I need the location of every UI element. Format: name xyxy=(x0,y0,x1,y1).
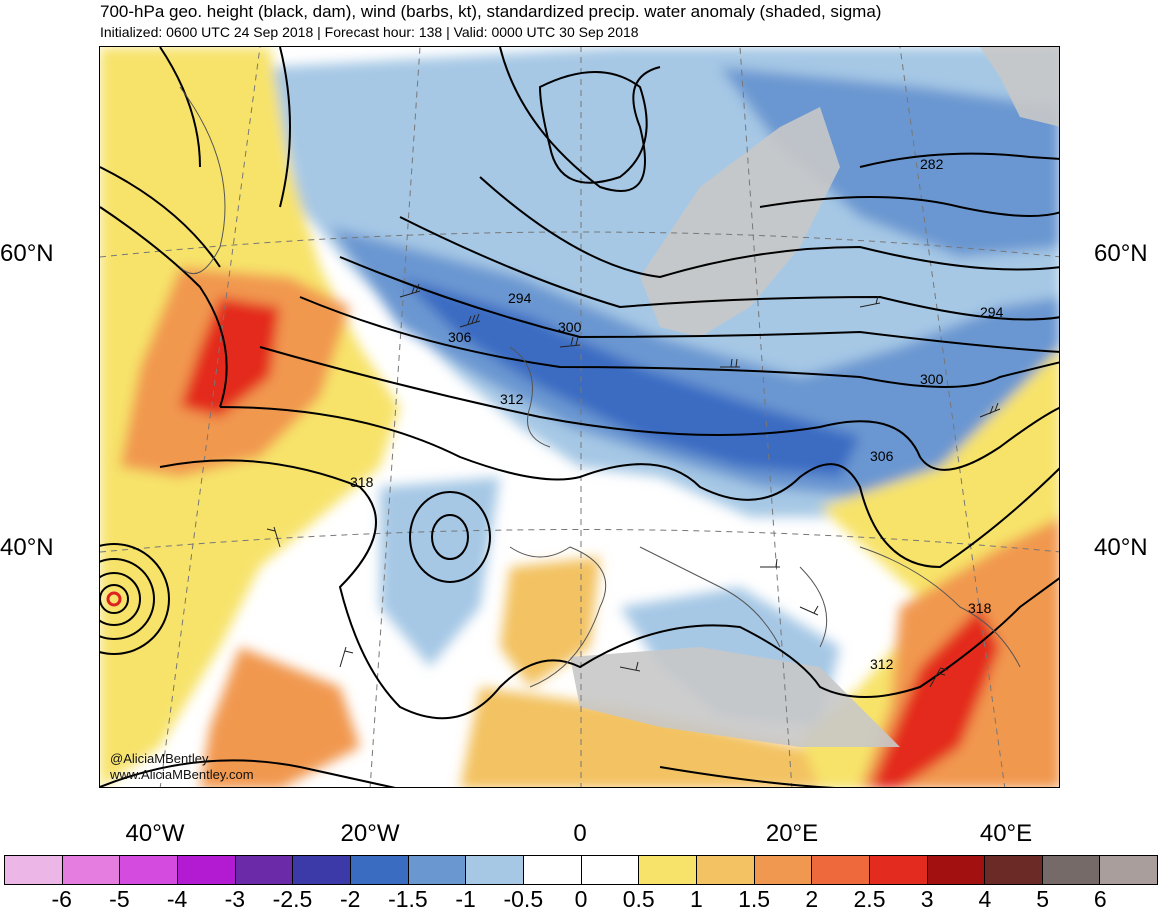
colorbar-swatch xyxy=(1042,856,1101,884)
contour-label: 306 xyxy=(870,448,894,464)
weather-map: 282 294 294 300 300 306 306 312 312 318 … xyxy=(99,46,1060,788)
chart-title: 700-hPa geo. height (black, dam), wind (… xyxy=(100,2,882,21)
colorbar-swatch xyxy=(639,856,697,884)
contour-label: 294 xyxy=(980,304,1004,320)
chart-subtitle: Initialized: 0600 UTC 24 Sep 2018 | Fore… xyxy=(100,24,639,40)
colorbar-swatch xyxy=(293,856,351,884)
colorbar-tick-label: -1 xyxy=(455,886,476,912)
colorbar-swatch xyxy=(235,856,294,884)
lat-label-right: 40°N xyxy=(1094,534,1148,561)
colorbar-tick-label: -2 xyxy=(339,886,361,912)
colorbar-tick-label: -4 xyxy=(166,886,188,912)
arctic-land xyxy=(980,47,1059,127)
positive-anomaly-region xyxy=(200,647,360,787)
lon-label: 20°E xyxy=(765,820,819,847)
colorbar-swatch xyxy=(581,856,640,884)
colorbar-swatch xyxy=(62,856,121,884)
colorbar-tick-label: -6 xyxy=(51,886,72,912)
north-africa-land xyxy=(570,647,900,747)
lon-label: 20°W xyxy=(340,820,400,847)
colorbar-tick-label: 0.5 xyxy=(622,886,655,912)
lat-label-left: 60°N xyxy=(0,240,54,267)
scandinavia-land xyxy=(640,107,840,337)
colorbar-tick-label: 0 xyxy=(574,886,588,912)
colorbar-tick-label: 4 xyxy=(978,886,992,912)
map-canvas: 282 294 294 300 300 306 306 312 312 318 … xyxy=(100,47,1059,787)
colorbar-tick-label: 1.5 xyxy=(738,886,771,912)
colorbar-swatch xyxy=(1100,856,1158,884)
colorbar-swatch xyxy=(927,856,986,884)
lon-label: 40°W xyxy=(125,820,185,847)
colorbar-tick-label: -2.5 xyxy=(272,886,313,912)
anomaly-shading xyxy=(100,47,1059,787)
lon-label: 0 xyxy=(573,820,587,847)
contour-label: 294 xyxy=(508,290,532,306)
positive-anomaly-region xyxy=(180,297,280,417)
colorbar-swatch xyxy=(754,856,813,884)
contour-label: 282 xyxy=(920,156,944,172)
colorbar-swatch xyxy=(120,856,178,884)
colorbar xyxy=(4,855,1158,885)
height-contours xyxy=(100,47,1059,787)
colorbar-tick-label: 2 xyxy=(805,886,819,912)
colorbar-tick-label: -0.5 xyxy=(503,886,544,912)
colorbar-swatch xyxy=(5,856,63,884)
contour-labels: 282 294 294 300 300 306 306 312 312 318 … xyxy=(350,156,1004,672)
colorbar-swatch xyxy=(466,856,524,884)
contour-label: 318 xyxy=(968,600,992,616)
wind-barbs xyxy=(266,283,1001,688)
negative-anomaly-region xyxy=(400,277,860,477)
negative-anomaly-region xyxy=(330,227,1059,497)
colorbar-swatch xyxy=(523,856,582,884)
colorbar-swatch xyxy=(408,856,467,884)
contour-label: 312 xyxy=(500,391,524,407)
colorbar-swatch xyxy=(350,856,409,884)
negative-anomaly-region xyxy=(380,477,500,667)
colorbar-tick-label: 3 xyxy=(920,886,934,912)
colorbar-swatch xyxy=(812,856,870,884)
lon-label: 40°E xyxy=(979,820,1033,847)
coastlines xyxy=(179,86,1021,688)
lat-label-right: 60°N xyxy=(1094,240,1148,267)
colorbar-swatch xyxy=(869,856,928,884)
land-grey xyxy=(570,47,1059,747)
positive-anomaly-region xyxy=(460,687,896,787)
colorbar-swatch xyxy=(696,856,755,884)
contour-label: 300 xyxy=(558,319,582,335)
colorbar-tick-label: -1.5 xyxy=(388,886,428,912)
contour-label: 306 xyxy=(448,329,472,345)
colorbar-tick-label: -5 xyxy=(109,886,130,912)
colorbar-tick-label: 1 xyxy=(689,886,703,912)
credit-handle: @AliciaMBentley xyxy=(110,751,209,766)
colorbar-tick-label: 2.5 xyxy=(853,886,886,912)
credit-url: www.AliciaMBentley.com xyxy=(110,767,254,782)
contour-label: 300 xyxy=(920,371,944,387)
colorbar-tick-label: -3 xyxy=(224,886,246,912)
lat-label-left: 40°N xyxy=(0,534,54,561)
colorbar-tick-label: 6 xyxy=(1093,886,1107,912)
contour-label: 312 xyxy=(870,656,894,672)
colorbar-tick-label: 5 xyxy=(1036,886,1049,912)
contour-label: 318 xyxy=(350,474,374,490)
colorbar-swatch xyxy=(985,856,1043,884)
colorbar-swatch xyxy=(177,856,236,884)
